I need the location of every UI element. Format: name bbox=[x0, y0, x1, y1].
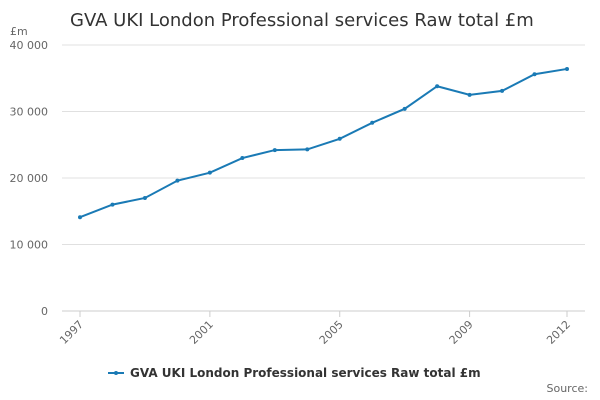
point bbox=[565, 66, 569, 71]
y-tick-label: 0 bbox=[41, 305, 48, 318]
y-tick-label: 10 000 bbox=[10, 239, 49, 252]
legend-marker bbox=[114, 371, 118, 375]
x-tick-label: 1997 bbox=[57, 318, 86, 347]
x-tick-label: 2001 bbox=[187, 318, 216, 347]
point bbox=[207, 170, 212, 175]
x-tick-label: 2005 bbox=[317, 318, 346, 347]
line bbox=[79, 67, 568, 219]
point bbox=[175, 178, 180, 183]
point bbox=[467, 92, 472, 97]
point bbox=[532, 72, 537, 77]
point bbox=[370, 120, 375, 125]
point bbox=[500, 88, 505, 93]
legend-label: GVA UKI London Professional services Raw… bbox=[130, 366, 481, 380]
point bbox=[142, 195, 147, 200]
source: Source: bbox=[547, 382, 589, 395]
x-tick-label: 2012 bbox=[544, 318, 573, 347]
y-tick-label: 30 000 bbox=[10, 106, 49, 119]
point bbox=[110, 202, 115, 207]
y-tick-label: 20 000 bbox=[10, 172, 49, 185]
y-axis-label: £m bbox=[10, 25, 28, 38]
x-tick-label: 2009 bbox=[447, 318, 476, 347]
point bbox=[240, 156, 245, 161]
point bbox=[337, 136, 342, 141]
chart-title: GVA UKI London Professional services Raw… bbox=[70, 10, 534, 31]
point bbox=[435, 84, 440, 89]
y-tick-label: 40 000 bbox=[10, 39, 49, 52]
point bbox=[402, 106, 407, 111]
point bbox=[78, 215, 82, 220]
point bbox=[305, 147, 310, 152]
point bbox=[272, 148, 277, 153]
